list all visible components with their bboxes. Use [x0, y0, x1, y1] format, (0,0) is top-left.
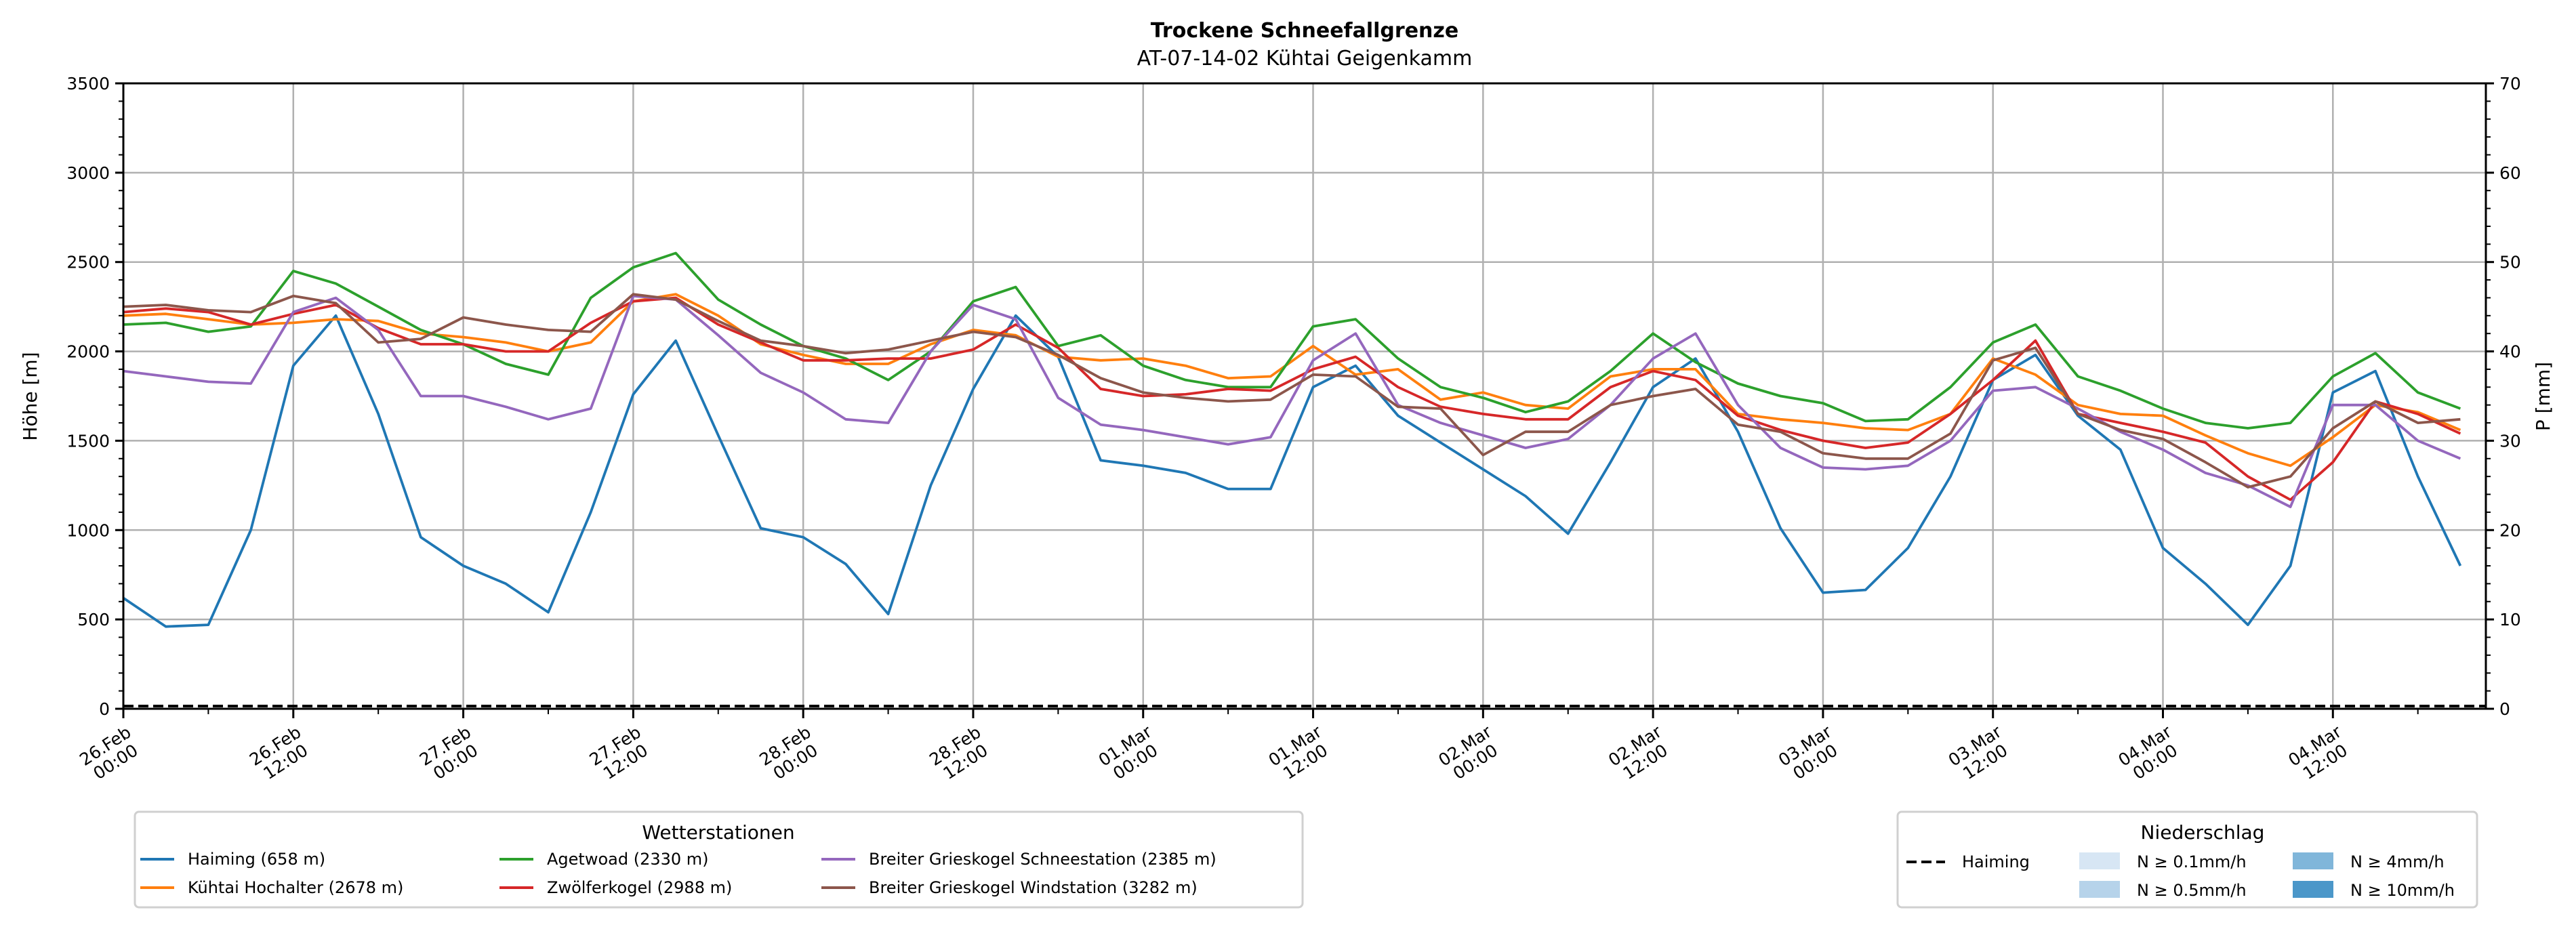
legend-precip-line-label: Haiming — [1962, 852, 2030, 871]
y-tick-label: 1500 — [66, 431, 110, 451]
series-line-4 — [123, 294, 2461, 508]
legend-label-1: Kühtai Hochalter (2678 m) — [188, 878, 403, 897]
legend-precip-label-3: N ≥ 10mm/h — [2350, 881, 2455, 900]
chart-title: Trockene Schneefallgrenze — [1151, 19, 1458, 43]
y-tick-label: 1000 — [66, 520, 110, 540]
y-right-tick-label: 50 — [2499, 253, 2521, 272]
y-right-tick-label: 70 — [2499, 74, 2521, 94]
y-tick-label: 500 — [77, 610, 110, 629]
legend-precip: Niederschlag Haiming N ≥ 0.1mm/h N ≥ 0.5m… — [1896, 810, 2478, 909]
y-tick-label: 2000 — [66, 342, 110, 362]
y-axis-label: Höhe [m] — [19, 352, 41, 440]
legend-precip-label-2: N ≥ 4mm/h — [2350, 852, 2445, 871]
y-right-tick-label: 20 — [2499, 520, 2521, 540]
y-right-tick-label: 40 — [2499, 342, 2521, 362]
y-right-tick-label: 30 — [2499, 431, 2521, 451]
series-line-5 — [123, 293, 2461, 489]
legend-precip-swatch-2 — [2293, 852, 2333, 869]
chart-subtitle: AT-07-14-02 Kühtai Geigenkamm — [1137, 47, 1473, 70]
y-axis-right-label: P [mm] — [2532, 362, 2554, 431]
legend-label-3: Zwölferkogel (2988 m) — [547, 878, 732, 897]
y-tick-label: 3000 — [66, 163, 110, 183]
legend-stations: Wetterstationen Haiming (658 m) Kühtai Ho… — [134, 810, 1304, 909]
y-right-tick-label: 0 — [2499, 699, 2510, 719]
y-tick-label: 3500 — [66, 74, 110, 94]
series-lines — [122, 251, 2486, 707]
y-tick-label: 2500 — [66, 253, 110, 272]
legend-precip-swatch-3 — [2293, 881, 2333, 898]
legend-label-4: Breiter Grieskogel Schneestation (2385 m… — [869, 850, 1217, 869]
legend-label-2: Agetwoad (2330 m) — [547, 850, 709, 869]
y-tick-label: 0 — [99, 699, 110, 719]
legend-precip-label-0: N ≥ 0.1mm/h — [2137, 852, 2247, 871]
legend-precip-swatch-1 — [2079, 881, 2120, 898]
legend-precip-label-1: N ≥ 0.5mm/h — [2137, 881, 2247, 900]
legend-label-5: Breiter Grieskogel Windstation (3282 m) — [869, 878, 1198, 897]
legend-label-0: Haiming (658 m) — [188, 850, 325, 869]
y-right-tick-label: 60 — [2499, 163, 2521, 183]
series-line-2 — [123, 251, 2461, 430]
legend-precip-swatch-0 — [2079, 852, 2120, 869]
legend-precip-title: Niederschlag — [2141, 821, 2265, 844]
y-right-tick-label: 10 — [2499, 610, 2521, 629]
legend-stations-title: Wetterstationen — [642, 821, 794, 844]
plot-frame — [122, 82, 2487, 710]
